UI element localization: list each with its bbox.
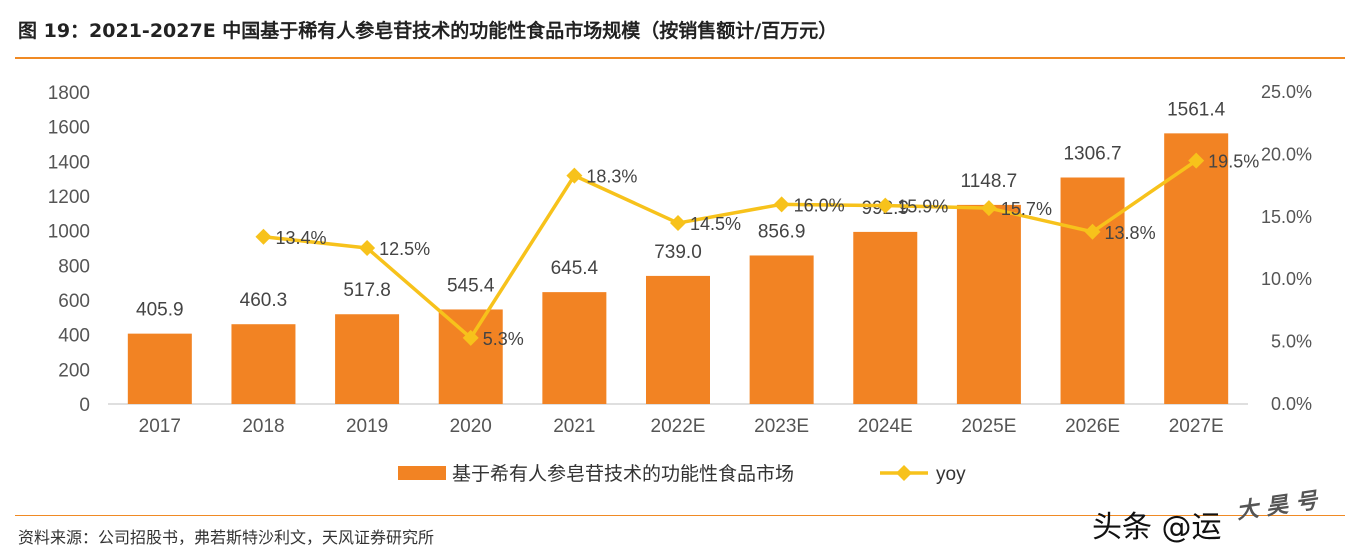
- legend-line-label: yoy: [936, 464, 966, 485]
- yoy-value-label: 16.0%: [794, 195, 845, 215]
- y-right-tick-label: 0.0%: [1271, 394, 1312, 414]
- bar: [335, 314, 400, 404]
- x-tick-label: 2024E: [858, 416, 913, 437]
- bar: [1060, 177, 1125, 404]
- source-note: 资料来源：公司招股书，弗若斯特沙利文，天风证券研究所: [18, 528, 435, 547]
- yoy-point: [1084, 223, 1101, 240]
- y-left-tick-label: 600: [58, 291, 90, 312]
- bar-value-label: 1561.4: [1167, 99, 1226, 120]
- yoy-point: [566, 167, 583, 184]
- yoy-point: [980, 200, 997, 217]
- legend-bar-label: 基于希有人参皂苷技术的功能性食品市场: [452, 463, 794, 485]
- bar-value-label: 739.0: [654, 242, 702, 263]
- x-tick-label: 2018: [242, 416, 284, 437]
- chart-title: 图 19：2021-2027E 中国基于稀有人参皂苷技术的功能性食品市场规模（按…: [18, 20, 838, 42]
- y-left-tick-label: 1200: [48, 187, 90, 208]
- bar-value-label: 1306.7: [1063, 144, 1121, 165]
- bar: [956, 204, 1021, 404]
- x-tick-label: 2027E: [1169, 416, 1224, 437]
- x-tick-label: 2026E: [1065, 416, 1120, 437]
- bar-value-label: 1148.7: [961, 171, 1018, 192]
- bar: [542, 292, 607, 404]
- yoy-value-label: 13.4%: [275, 228, 326, 248]
- yoy-point: [877, 197, 894, 214]
- footer-divider: [15, 515, 1345, 516]
- bar: [231, 324, 296, 404]
- x-tick-label: 2017: [139, 416, 181, 437]
- bar: [853, 231, 918, 404]
- legend-bar-swatch: [398, 466, 446, 480]
- x-tick-label: 2020: [450, 416, 492, 437]
- title-divider: [15, 57, 1345, 59]
- yoy-value-label: 14.5%: [690, 214, 741, 234]
- x-tick-label: 2021: [553, 416, 595, 437]
- bar-value-label: 545.4: [447, 275, 495, 296]
- x-tick-label: 2019: [346, 416, 388, 437]
- bar: [438, 309, 503, 404]
- y-left-tick-label: 200: [58, 360, 90, 381]
- yoy-value-label: 13.8%: [1105, 223, 1156, 243]
- yoy-point: [359, 240, 376, 256]
- y-left-tick-label: 1400: [48, 152, 90, 173]
- x-tick-label: 2022E: [651, 416, 706, 437]
- y-left-tick-label: 1800: [48, 83, 90, 104]
- y-left-tick-label: 1000: [48, 222, 90, 243]
- bar: [646, 275, 710, 404]
- yoy-line: [263, 159, 1198, 340]
- yoy-point: [1188, 152, 1205, 169]
- x-tick-label: 2025E: [961, 416, 1016, 437]
- legend-line-marker: [896, 465, 912, 481]
- bar: [749, 255, 814, 404]
- yoy-point: [670, 215, 686, 232]
- bar-value-label: 405.9: [136, 300, 184, 321]
- yoy-point: [255, 228, 272, 245]
- y-right-tick-label: 5.0%: [1271, 332, 1312, 352]
- yoy-value-label: 5.3%: [483, 329, 524, 349]
- yoy-point: [773, 196, 790, 213]
- watermark-text: 头条 @运: [1092, 510, 1222, 545]
- y-right-tick-label: 15.0%: [1261, 207, 1312, 227]
- y-right-tick-label: 25.0%: [1261, 82, 1312, 102]
- y-left-tick-label: 400: [58, 326, 90, 347]
- x-tick-label: 2023E: [754, 416, 809, 437]
- y-left-tick-label: 800: [58, 256, 90, 277]
- bar-value-label: 645.4: [551, 258, 599, 279]
- yoy-value-label: 15.9%: [897, 197, 948, 217]
- bar-value-label: 460.3: [240, 290, 288, 311]
- yoy-value-label: 15.7%: [1001, 199, 1052, 219]
- bar-value-label: 517.8: [343, 280, 391, 301]
- y-left-tick-label: 1600: [48, 118, 90, 139]
- y-right-tick-label: 20.0%: [1261, 144, 1312, 164]
- y-right-tick-label: 10.0%: [1261, 269, 1312, 289]
- y-left-tick-label: 0: [79, 395, 90, 416]
- yoy-point: [462, 329, 479, 346]
- bar: [1164, 133, 1229, 404]
- yoy-value-label: 18.3%: [586, 167, 637, 187]
- yoy-value-label: 19.5%: [1208, 152, 1259, 172]
- yoy-value-label: 12.5%: [379, 239, 430, 259]
- bar: [127, 333, 192, 404]
- bar-value-label: 856.9: [758, 221, 806, 242]
